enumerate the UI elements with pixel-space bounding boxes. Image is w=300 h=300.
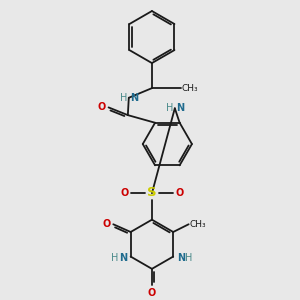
Text: O: O [102,219,110,229]
Text: O: O [98,102,106,112]
Text: H: H [185,253,192,262]
Text: H: H [167,103,174,113]
Text: O: O [148,288,156,298]
Text: N: N [119,253,127,262]
Text: S: S [147,186,157,199]
Text: CH₃: CH₃ [182,84,198,93]
Text: O: O [176,188,184,198]
Text: O: O [120,188,128,198]
Text: N: N [130,93,138,103]
Text: H: H [111,253,118,262]
Text: H: H [120,93,127,103]
Text: N: N [176,103,184,113]
Text: CH₃: CH₃ [190,220,206,229]
Text: N: N [177,253,185,262]
